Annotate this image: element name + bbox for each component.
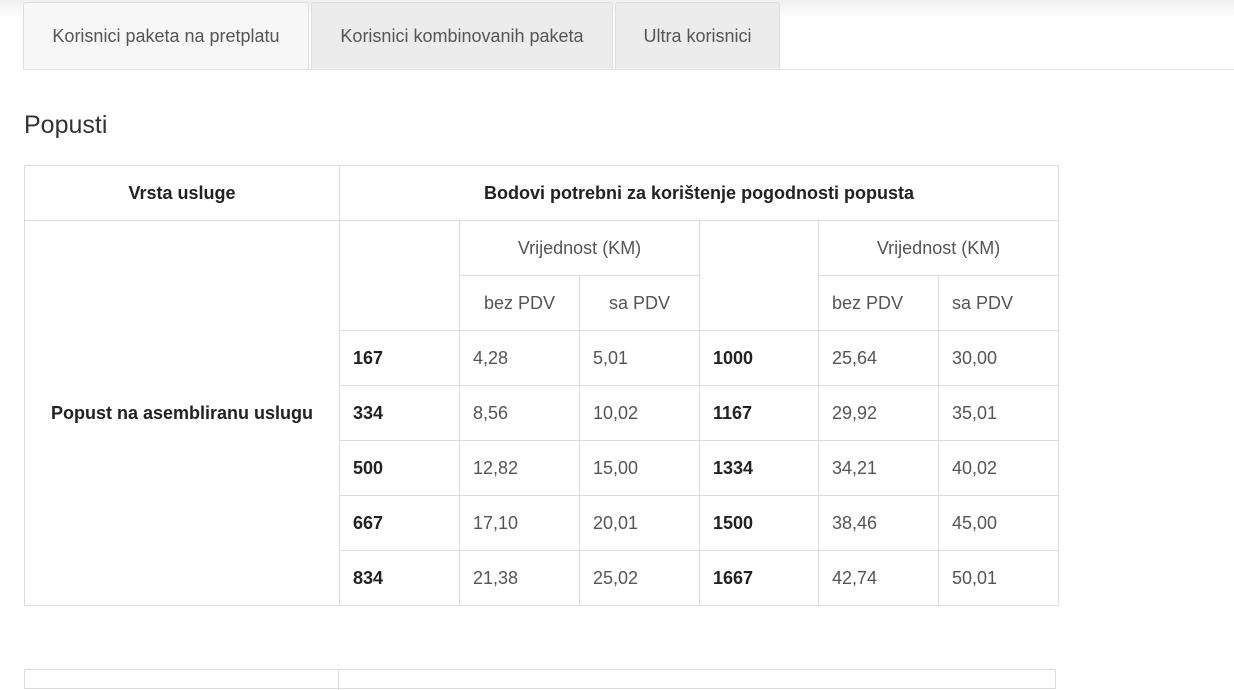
points-cell: 1500 [699, 495, 819, 551]
value-without-vat: 25,64 [818, 330, 939, 386]
points-cell: 1167 [699, 385, 819, 441]
value-group-header-2: Vrijednost (KM) [817, 220, 1060, 276]
discount-table: Vrsta usluge Bodovi potrebni za korišten… [24, 165, 1060, 606]
next-table-edge [24, 669, 1056, 690]
value-without-vat: 12,82 [459, 440, 580, 496]
value-with-vat: 30,00 [937, 330, 1060, 386]
table-vat-row: bez PDV sa PDV bez PDV sa PDV [25, 275, 1060, 331]
section-title: Popusti [24, 111, 108, 139]
points-cell: 334 [339, 385, 460, 441]
value-without-vat: 42,74 [818, 550, 939, 606]
points-cell: 834 [339, 550, 460, 606]
value-with-vat: 45,00 [937, 495, 1060, 551]
tab-divider [23, 69, 1234, 70]
value-without-vat: 38,46 [818, 495, 939, 551]
table-row: 667 17,10 20,01 1500 38,46 45,00 [25, 495, 1060, 551]
header-service-type: Vrsta usluge [24, 165, 340, 221]
tab-subscription-users[interactable]: Korisnici paketa na pretplatu [23, 2, 309, 70]
points-cell: 1667 [699, 550, 819, 606]
value-without-vat: 29,92 [818, 385, 939, 441]
with-vat-header-2: sa PDV [937, 275, 1060, 331]
value-with-vat: 35,01 [937, 385, 1060, 441]
value-without-vat: 4,28 [459, 330, 580, 386]
value-with-vat: 15,00 [579, 440, 700, 496]
with-vat-header-1: sa PDV [579, 275, 700, 331]
points-header-blank-2 [699, 220, 819, 331]
value-with-vat: 20,01 [579, 495, 700, 551]
value-without-vat: 34,21 [818, 440, 939, 496]
tab-bar: Korisnici paketa na pretplatu Korisnici … [23, 2, 782, 70]
table-header-row: Vrsta usluge Bodovi potrebni za korišten… [24, 165, 1060, 221]
next-table-column-divider [338, 670, 339, 690]
value-with-vat: 40,02 [937, 440, 1060, 496]
table-subheader-row: Popust na asembliranu uslugu Vrijednost … [24, 220, 1060, 606]
value-without-vat: 17,10 [459, 495, 580, 551]
value-without-vat: 8,56 [459, 385, 580, 441]
without-vat-header-1: bez PDV [459, 275, 580, 331]
points-cell: 167 [339, 330, 460, 386]
value-with-vat: 10,02 [579, 385, 700, 441]
value-without-vat: 21,38 [459, 550, 580, 606]
points-header-blank-1 [339, 220, 460, 331]
header-points: Bodovi potrebni za korištenje pogodnosti… [338, 165, 1060, 221]
points-cell: 667 [339, 495, 460, 551]
value-with-vat: 5,01 [579, 330, 700, 386]
without-vat-header-2: bez PDV [818, 275, 939, 331]
points-cell: 500 [339, 440, 460, 496]
table-row: 500 12,82 15,00 1334 34,21 40,02 [25, 440, 1060, 496]
tab-combined-package-users[interactable]: Korisnici kombinovanih paketa [311, 2, 613, 70]
points-cell: 1334 [699, 440, 819, 496]
service-name-cell: Popust na asembliranu uslugu [24, 220, 340, 606]
points-cell: 1000 [699, 330, 819, 386]
tab-ultra-users[interactable]: Ultra korisnici [615, 2, 780, 70]
table-row: 834 21,38 25,02 1667 42,74 50,01 [25, 550, 1060, 606]
value-with-vat: 50,01 [937, 550, 1060, 606]
value-with-vat: 25,02 [579, 550, 700, 606]
value-group-header-1: Vrijednost (KM) [459, 220, 700, 276]
table-row: 167 4,28 5,01 1000 25,64 30,00 [25, 330, 1060, 386]
